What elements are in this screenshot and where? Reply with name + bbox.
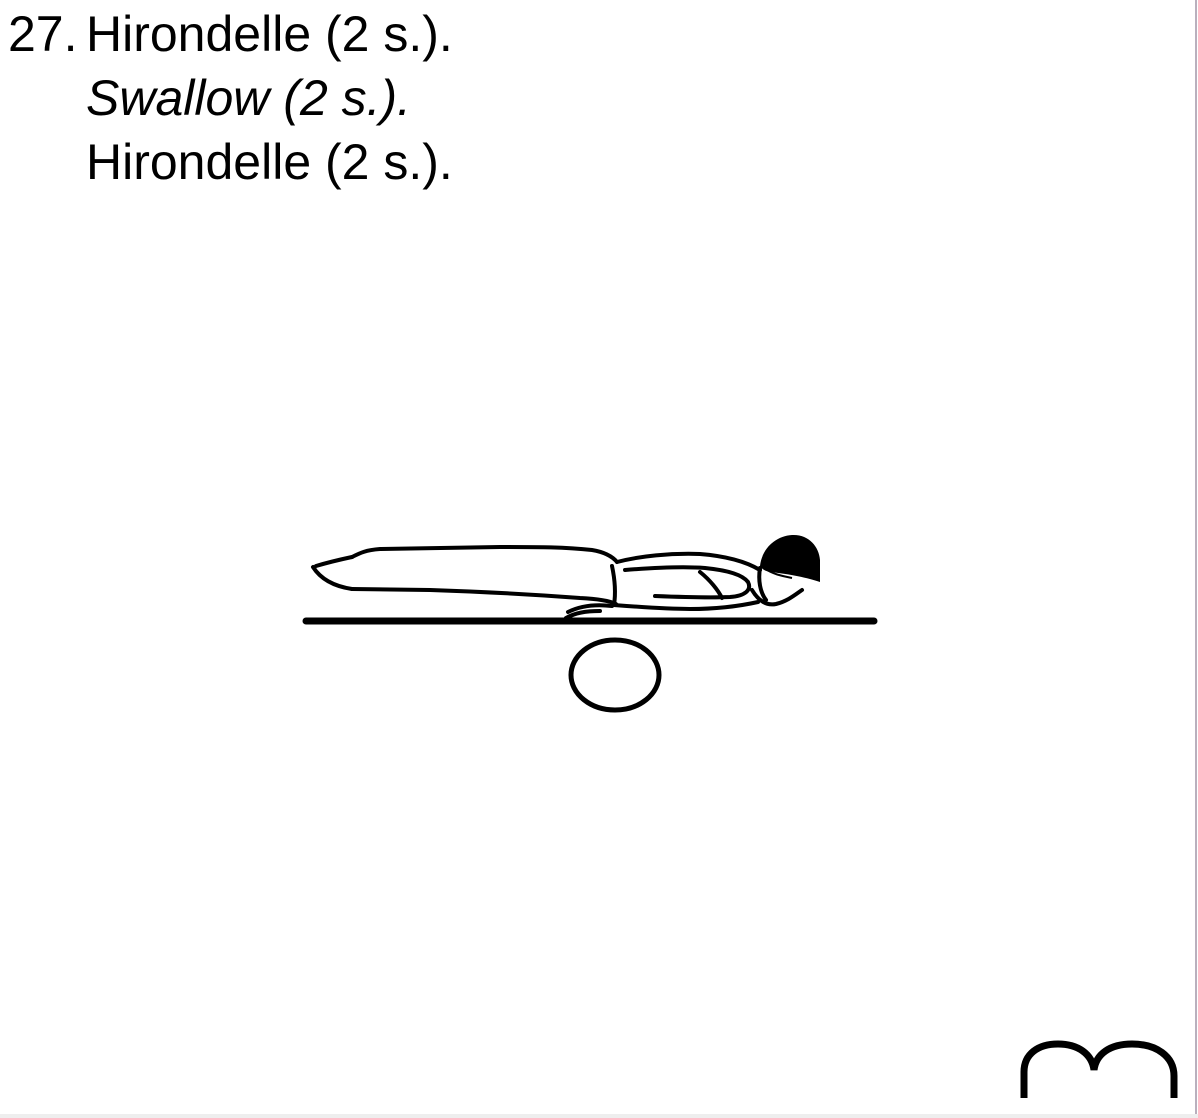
exercise-title-english: Swallow (2 s.). xyxy=(86,70,412,126)
exercise-title-repeat: Hirondelle (2 s.). xyxy=(86,134,453,190)
exercise-title-french: Hirondelle (2 s.). xyxy=(86,6,453,62)
person-figure-icon xyxy=(311,545,804,620)
exercise-number: 27. xyxy=(8,6,78,62)
page-bottom-rule xyxy=(0,1114,1198,1118)
caption-line-french: 27. Hirondelle (2 s.). xyxy=(8,2,453,66)
head-icon xyxy=(760,534,820,582)
arch-mark-icon xyxy=(1020,1040,1178,1098)
caption-line-repeat: Hirondelle (2 s.). xyxy=(8,130,453,194)
exercise-caption: 27. Hirondelle (2 s.). Swallow (2 s.). Hi… xyxy=(8,2,453,194)
page-edge-rule xyxy=(1195,0,1197,1118)
caption-line-english: Swallow (2 s.). xyxy=(8,66,453,130)
ball-icon xyxy=(568,637,662,713)
